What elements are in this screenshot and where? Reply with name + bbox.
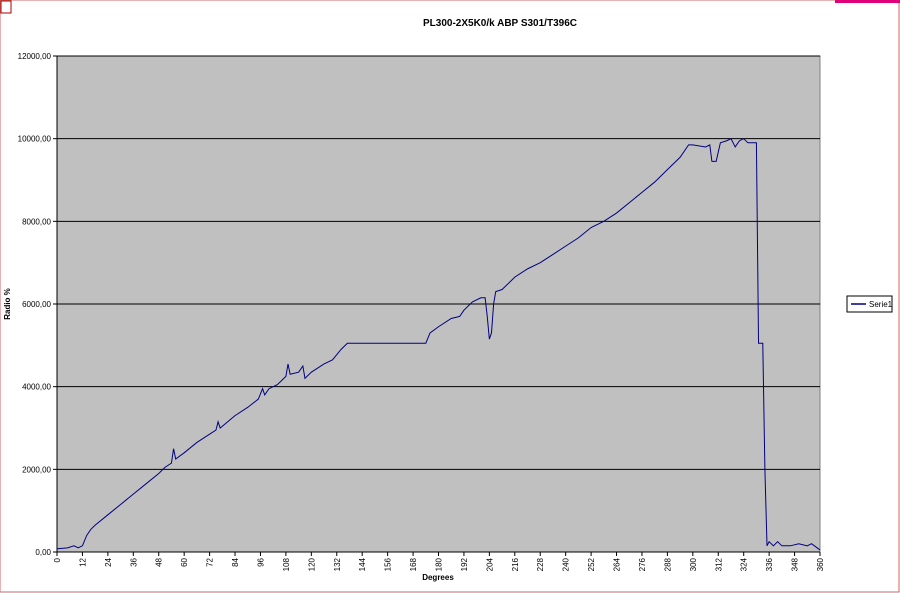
- x-tick-label: 276: [638, 557, 647, 571]
- x-tick-label: 240: [562, 557, 571, 571]
- y-tick-label: 4000,00: [22, 383, 51, 392]
- x-tick-label: 264: [613, 557, 622, 571]
- x-tick-label: 312: [714, 557, 723, 571]
- chart-title: PL300-2X5K0/k ABP S301/T396C: [423, 18, 577, 29]
- x-tick-label: 180: [435, 557, 444, 571]
- y-tick-label: 0,00: [35, 548, 51, 557]
- legend-box: [846, 295, 893, 313]
- x-tick-label: 252: [587, 557, 596, 571]
- x-tick-label: 324: [740, 557, 749, 571]
- corner-marker: [835, 0, 900, 3]
- x-tick-label: 96: [256, 557, 265, 566]
- x-tick-label: 84: [231, 557, 240, 566]
- x-tick-label: 360: [816, 557, 825, 571]
- x-tick-label: 132: [333, 557, 342, 571]
- x-tick-label: 60: [180, 557, 189, 566]
- x-tick-label: 36: [129, 557, 138, 566]
- x-tick-label: 348: [791, 557, 800, 571]
- x-tick-label: 72: [206, 557, 215, 566]
- x-tick-label: 120: [307, 557, 316, 571]
- x-tick-label: 216: [511, 557, 520, 571]
- x-tick-label: 144: [358, 557, 367, 571]
- x-tick-label: 228: [536, 557, 545, 571]
- y-axis-title: Radio %: [3, 288, 12, 320]
- x-tick-label: 12: [78, 557, 87, 566]
- legend-label: Serie1: [869, 300, 893, 309]
- x-tick-label: 156: [384, 557, 393, 571]
- x-tick-label: 300: [689, 557, 698, 571]
- x-tick-label: 108: [282, 557, 291, 571]
- data-line: [56, 138, 821, 551]
- app-icon: [0, 0, 12, 14]
- y-tick-label: 12000,00: [18, 52, 52, 61]
- y-tick-label: 6000,00: [22, 300, 51, 309]
- x-tick-label: 48: [155, 557, 164, 566]
- x-tick-label: 0: [53, 557, 62, 562]
- x-tick-label: 336: [765, 557, 774, 571]
- x-axis-title: Degrees: [422, 573, 454, 582]
- y-tick-label: 8000,00: [22, 217, 51, 226]
- x-tick-label: 204: [485, 557, 494, 571]
- x-tick-label: 168: [409, 557, 418, 571]
- x-tick-label: 24: [104, 557, 113, 566]
- x-tick-label: 288: [663, 557, 672, 571]
- y-tick-label: 10000,00: [18, 135, 52, 144]
- y-tick-label: 2000,00: [22, 465, 51, 474]
- x-tick-label: 192: [460, 557, 469, 571]
